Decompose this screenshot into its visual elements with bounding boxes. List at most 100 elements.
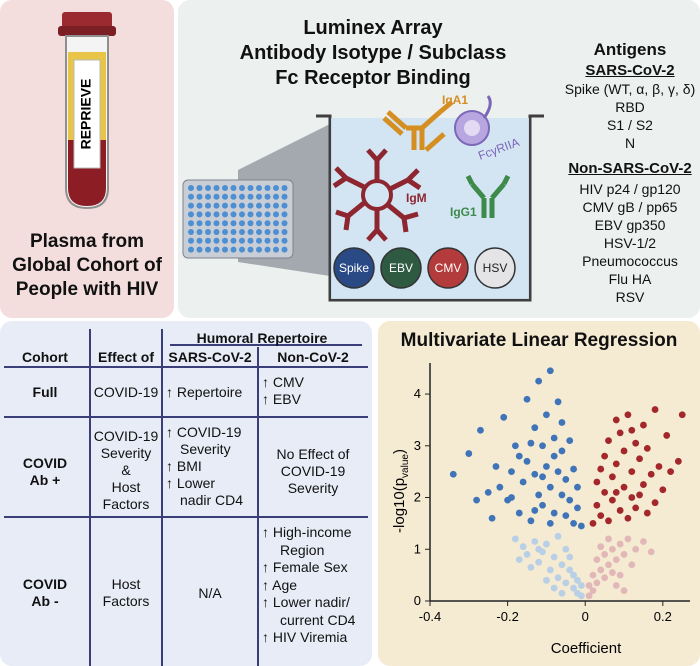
x-axis-label: Coefficient bbox=[551, 640, 622, 657]
luminex-title: Luminex Array Antibody Isotype / Subclas… bbox=[239, 17, 507, 89]
beaker-outline bbox=[316, 114, 544, 302]
repertoire-table-grid bbox=[4, 329, 368, 666]
data-point bbox=[612, 416, 620, 424]
plate-well bbox=[205, 229, 211, 235]
plate-well bbox=[205, 202, 211, 209]
bead-hsv bbox=[474, 247, 516, 289]
data-point bbox=[597, 512, 605, 520]
non-sars-antigens-title: Non-SARS-CoV-2 bbox=[568, 160, 692, 177]
data-point bbox=[550, 434, 558, 442]
data-point bbox=[527, 563, 535, 571]
plate-well bbox=[247, 202, 254, 209]
plate-well bbox=[188, 211, 194, 218]
data-point bbox=[624, 514, 632, 522]
plate-well bbox=[222, 237, 228, 244]
row-full-cohort: Full bbox=[32, 384, 58, 400]
data-point bbox=[659, 486, 667, 494]
data-point bbox=[543, 463, 550, 470]
bead-label: EBV bbox=[389, 261, 413, 275]
data-point bbox=[643, 444, 651, 452]
plate-well bbox=[205, 246, 211, 253]
data-point bbox=[605, 535, 612, 543]
data-point bbox=[519, 543, 527, 551]
data-point bbox=[616, 571, 624, 579]
data-point bbox=[608, 545, 616, 553]
plate-well bbox=[230, 193, 237, 200]
data-point bbox=[647, 470, 655, 478]
plate-well bbox=[230, 246, 237, 253]
plate-well bbox=[273, 229, 279, 235]
data-point bbox=[527, 439, 535, 447]
data-point bbox=[593, 478, 601, 486]
bead-cmv bbox=[427, 247, 469, 289]
data-point bbox=[585, 582, 593, 589]
y-tick-label: 1 bbox=[414, 541, 421, 556]
sars-antigens-title: SARS-CoV-2 bbox=[585, 62, 675, 79]
repertoire-table-panel bbox=[0, 321, 372, 666]
data-point bbox=[473, 496, 480, 504]
plate-well bbox=[247, 185, 254, 191]
non-sars-antigen-list: HIV p24 / gp120 CMV gB / pp65 EBV gp350 … bbox=[579, 181, 681, 305]
data-point bbox=[663, 432, 671, 439]
data-point bbox=[465, 450, 473, 457]
data-point bbox=[531, 424, 539, 432]
data-point bbox=[608, 473, 616, 481]
data-point bbox=[508, 468, 515, 476]
row-abpos-effect: COVID-19 Severity & Host Factors bbox=[93, 428, 159, 512]
data-point bbox=[570, 519, 577, 527]
plate-well bbox=[247, 220, 254, 227]
data-point bbox=[577, 592, 585, 600]
y-axis-label: -log10(pvalue) bbox=[391, 449, 411, 533]
plate-well bbox=[239, 193, 245, 200]
plate-well bbox=[213, 237, 220, 244]
noncov-header: Non-CoV-2 bbox=[277, 349, 349, 365]
data-point bbox=[678, 411, 686, 419]
data-point bbox=[647, 548, 655, 556]
plate-well bbox=[213, 211, 220, 218]
plate-well bbox=[205, 237, 211, 244]
plate-well bbox=[213, 185, 220, 191]
data-point bbox=[566, 553, 574, 561]
data-point bbox=[523, 551, 531, 558]
y-tick-label: 3 bbox=[414, 438, 421, 453]
data-point bbox=[550, 509, 558, 517]
plate-well bbox=[188, 229, 194, 235]
plate-well bbox=[247, 237, 254, 244]
data-point bbox=[546, 483, 554, 491]
bead-label: CMV bbox=[435, 261, 462, 275]
data-point bbox=[543, 411, 550, 419]
plasma-caption: Plasma from Global Cohort of People with… bbox=[12, 231, 162, 300]
data-point bbox=[558, 561, 566, 569]
data-point bbox=[558, 491, 566, 499]
plate-well bbox=[230, 211, 237, 218]
data-point bbox=[640, 481, 647, 488]
data-point bbox=[527, 517, 535, 525]
bead-label: Spike bbox=[339, 261, 369, 275]
sars-header: SARS-CoV-2 bbox=[168, 349, 252, 365]
data-point bbox=[616, 540, 624, 548]
data-point bbox=[535, 545, 543, 553]
x-tick-label: 0 bbox=[582, 609, 589, 624]
data-point bbox=[674, 457, 682, 465]
data-point bbox=[539, 442, 546, 450]
plate-well bbox=[196, 202, 203, 209]
data-point bbox=[640, 421, 647, 429]
data-point bbox=[554, 532, 562, 540]
data-point bbox=[620, 483, 628, 491]
data-point bbox=[566, 566, 574, 574]
data-point bbox=[601, 452, 609, 460]
data-point bbox=[508, 494, 515, 501]
data-point bbox=[554, 574, 562, 582]
data-point bbox=[535, 491, 543, 499]
plate-well bbox=[264, 211, 271, 218]
plate-well bbox=[230, 202, 237, 209]
plate-well bbox=[222, 211, 228, 218]
plate-well bbox=[281, 220, 288, 227]
iga1-antibody-icon bbox=[382, 100, 454, 152]
data-point bbox=[558, 419, 566, 426]
cohort-header: Cohort bbox=[22, 349, 68, 365]
plate-well bbox=[196, 185, 203, 191]
plate-well bbox=[205, 220, 211, 227]
plate-well bbox=[281, 202, 288, 209]
data-point bbox=[620, 551, 628, 558]
